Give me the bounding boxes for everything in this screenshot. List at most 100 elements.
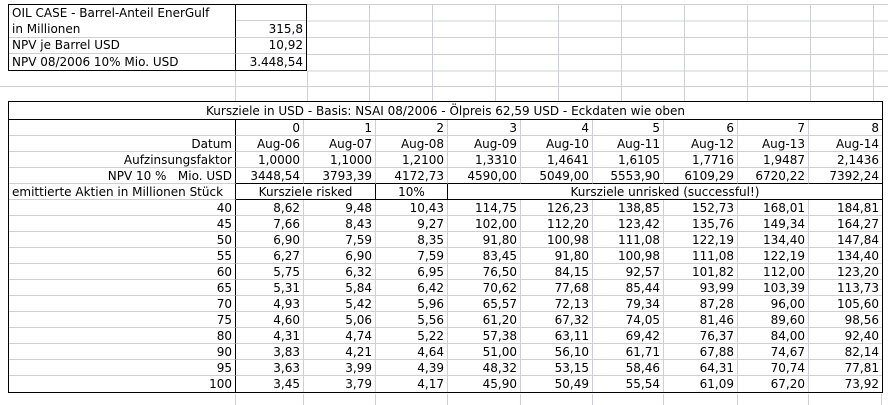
price-cell[interactable]: 100,98 (593, 248, 664, 264)
price-cell[interactable]: 74,05 (593, 312, 664, 328)
share-count[interactable]: 40 (9, 200, 236, 216)
price-cell[interactable]: 92,57 (593, 264, 664, 280)
price-cell[interactable]: 91,80 (448, 232, 521, 248)
price-cell[interactable]: 57,38 (448, 328, 521, 344)
period-value[interactable]: 6 (664, 120, 738, 136)
aufzinsungsfaktor-value[interactable]: 1,3310 (448, 152, 521, 168)
npv-value[interactable]: 5049,00 (521, 168, 593, 184)
price-cell[interactable]: 76,37 (664, 328, 738, 344)
summary-row-label[interactable]: NPV je Barrel USD (9, 37, 236, 54)
price-cell[interactable]: 6,90 (304, 248, 376, 264)
price-cell[interactable]: 113,73 (809, 280, 882, 296)
datum-value[interactable]: Aug-12 (664, 136, 738, 152)
price-cell[interactable]: 138,85 (593, 200, 664, 216)
row-label-npv[interactable]: NPV 10 % Mio. USD (9, 168, 236, 184)
price-cell[interactable]: 147,84 (809, 232, 882, 248)
price-cell[interactable]: 64,31 (664, 360, 738, 376)
share-count[interactable]: 70 (9, 296, 236, 312)
price-cell[interactable]: 4,64 (376, 344, 448, 360)
share-count[interactable]: 75 (9, 312, 236, 328)
price-cell[interactable]: 5,42 (304, 296, 376, 312)
price-cell[interactable]: 100,98 (521, 232, 593, 248)
price-cell[interactable]: 67,20 (738, 376, 809, 392)
table-title[interactable]: Kursziele in USD - Basis: NSAI 08/2006 -… (9, 102, 882, 120)
price-cell[interactable]: 6,95 (376, 264, 448, 280)
aufzinsungsfaktor-value[interactable]: 1,1000 (304, 152, 376, 168)
npv-value[interactable]: 4590,00 (448, 168, 521, 184)
aufzinsungsfaktor-value[interactable]: 1,4641 (521, 152, 593, 168)
datum-value[interactable]: Aug-10 (521, 136, 593, 152)
price-cell[interactable]: 8,62 (236, 200, 304, 216)
price-cell[interactable]: 111,08 (664, 248, 738, 264)
price-cell[interactable]: 105,60 (809, 296, 882, 312)
share-count[interactable]: 95 (9, 360, 236, 376)
price-cell[interactable]: 67,88 (664, 344, 738, 360)
price-cell[interactable]: 5,56 (376, 312, 448, 328)
price-cell[interactable]: 7,59 (376, 248, 448, 264)
price-cell[interactable]: 103,39 (738, 280, 809, 296)
price-cell[interactable]: 3,79 (304, 376, 376, 392)
price-cell[interactable]: 10,43 (376, 200, 448, 216)
datum-value[interactable]: Aug-14 (809, 136, 882, 152)
price-cell[interactable]: 93,99 (664, 280, 738, 296)
share-count[interactable]: 50 (9, 232, 236, 248)
price-cell[interactable]: 5,31 (236, 280, 304, 296)
npv-value[interactable]: 3793,39 (304, 168, 376, 184)
price-cell[interactable]: 76,50 (448, 264, 521, 280)
price-cell[interactable]: 114,75 (448, 200, 521, 216)
price-cell[interactable]: 87,28 (664, 296, 738, 312)
datum-value[interactable]: Aug-11 (593, 136, 664, 152)
summary-row-label[interactable]: in Millionen (9, 21, 236, 38)
price-cell[interactable]: 89,60 (738, 312, 809, 328)
price-cell[interactable]: 53,15 (521, 360, 593, 376)
period-value[interactable]: 2 (376, 120, 448, 136)
price-cell[interactable]: 45,90 (448, 376, 521, 392)
price-cell[interactable]: 112,20 (521, 216, 593, 232)
npv-value[interactable]: 6109,29 (664, 168, 738, 184)
share-count[interactable]: 60 (9, 264, 236, 280)
price-cell[interactable]: 58,46 (593, 360, 664, 376)
price-cell[interactable]: 6,27 (236, 248, 304, 264)
share-count[interactable]: 100 (9, 376, 236, 392)
price-cell[interactable]: 9,48 (304, 200, 376, 216)
price-cell[interactable]: 5,06 (304, 312, 376, 328)
price-cell[interactable]: 184,81 (809, 200, 882, 216)
price-cell[interactable]: 84,15 (521, 264, 593, 280)
price-cell[interactable]: 96,00 (738, 296, 809, 312)
datum-value[interactable]: Aug-09 (448, 136, 521, 152)
price-cell[interactable]: 4,60 (236, 312, 304, 328)
price-cell[interactable]: 4,17 (376, 376, 448, 392)
price-cell[interactable]: 3,63 (236, 360, 304, 376)
price-cell[interactable]: 84,00 (738, 328, 809, 344)
share-count[interactable]: 80 (9, 328, 236, 344)
npv-value[interactable]: 3448,54 (236, 168, 304, 184)
price-cell[interactable]: 168,01 (738, 200, 809, 216)
price-cell[interactable]: 4,93 (236, 296, 304, 312)
price-cell[interactable]: 135,76 (664, 216, 738, 232)
unrisked-header[interactable]: Kursziele unrisked (successful!) (448, 184, 882, 200)
period-value[interactable]: 5 (593, 120, 664, 136)
price-cell[interactable]: 149,34 (738, 216, 809, 232)
price-cell[interactable]: 8,43 (304, 216, 376, 232)
npv-value[interactable]: 7392,24 (809, 168, 882, 184)
npv-value[interactable]: 5553,90 (593, 168, 664, 184)
price-cell[interactable]: 8,35 (376, 232, 448, 248)
price-cell[interactable]: 61,09 (664, 376, 738, 392)
price-cell[interactable]: 122,19 (738, 248, 809, 264)
aufzinsungsfaktor-value[interactable]: 2,1436 (809, 152, 882, 168)
price-cell[interactable]: 91,80 (521, 248, 593, 264)
aufzinsungsfaktor-value[interactable]: 1,7716 (664, 152, 738, 168)
price-cell[interactable]: 77,68 (521, 280, 593, 296)
price-cell[interactable]: 5,84 (304, 280, 376, 296)
period-value[interactable]: 3 (448, 120, 521, 136)
npv-value[interactable]: 4172,73 (376, 168, 448, 184)
price-cell[interactable]: 3,99 (304, 360, 376, 376)
period-value[interactable]: 7 (738, 120, 809, 136)
price-cell[interactable]: 67,32 (521, 312, 593, 328)
price-cell[interactable]: 7,66 (236, 216, 304, 232)
price-cell[interactable]: 70,74 (738, 360, 809, 376)
price-cell[interactable]: 5,22 (376, 328, 448, 344)
price-cell[interactable]: 111,08 (593, 232, 664, 248)
price-cell[interactable]: 123,42 (593, 216, 664, 232)
price-cell[interactable]: 72,13 (521, 296, 593, 312)
